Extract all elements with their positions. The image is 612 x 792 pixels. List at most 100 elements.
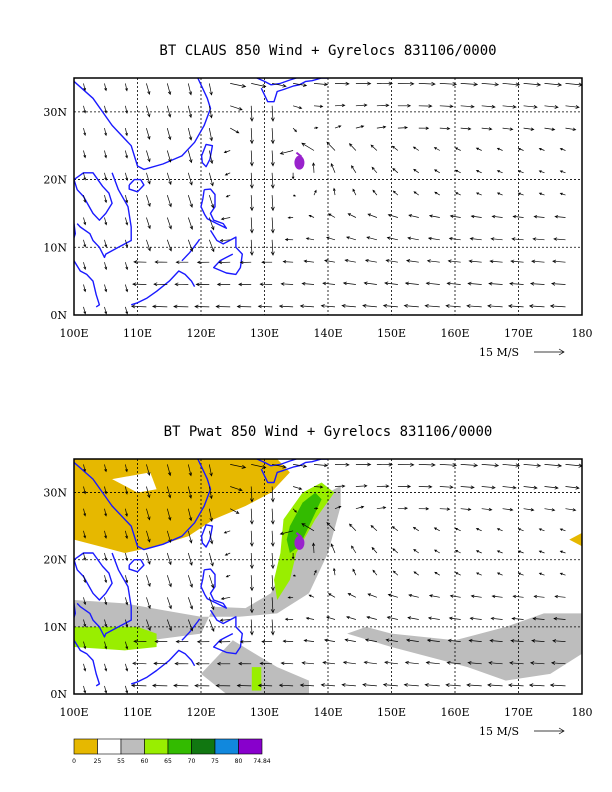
bottom-wind-vector [104,597,108,606]
pwat-gray-east [347,613,582,681]
bottom-wind-vector [397,484,412,489]
pwat-low-north [74,459,290,553]
bottom-plot-frame [73,458,583,695]
top-wind-vector [218,260,231,265]
top-wind-vector [475,147,482,151]
top-wind-vector [397,103,412,108]
top-wind-vector [272,83,287,88]
colorbar-level-label: 74.84 [253,758,270,765]
bottom-wind-vector [397,462,415,467]
top-wind-vector [83,217,87,226]
top-wind-vector [187,83,193,96]
top-coastline-1 [76,172,132,259]
colorbar-swatch [191,738,216,755]
bottom-wind-vector [327,593,336,598]
bottom-wind-vector [549,683,566,688]
top-wind-vector [83,172,87,181]
top-wind-vector [291,172,295,180]
bottom-wind-vector [408,594,419,598]
top-gyre-marker [294,155,305,170]
top-wind-vector [341,303,356,308]
bottom-wind-vector [412,526,419,532]
bottom-wind-vector [220,596,231,601]
bottom-wind-vector [532,616,545,621]
top-wind-vector [448,236,461,241]
pwat-low-dateline [569,532,582,547]
bottom-wind-vector [490,616,503,621]
bottom-wind-vector [507,683,524,688]
bottom-wind-vector [455,572,461,576]
top-wind-vector [249,150,254,167]
colorbar-level-label: 55 [117,758,125,765]
bottom-wind-vector [371,546,378,554]
bottom-wind-vector [366,615,377,620]
top-wind-vector [553,237,566,241]
top-wind-vector [460,82,479,87]
top-coastline-7 [181,238,201,262]
top-wind-vector [83,83,87,92]
top-wind-vector [324,259,336,263]
top-wind-vector [208,83,213,96]
top-wind-vector [460,104,475,109]
bottom-xtick-label: 170E [504,706,533,719]
top-wind-vector [342,281,356,286]
top-wind-vector [249,239,254,256]
top-wind-vector [446,281,461,286]
top-wind-vector [194,304,210,309]
bottom-wind-vector [270,530,275,547]
top-wind-vector [544,127,556,131]
bottom-wind-vector [370,524,378,532]
top-wind-vector [278,304,294,309]
bottom-ytick-label: 30N [43,487,67,500]
top-wind-vector [434,169,440,174]
bottom-reference-vector-arrow [534,727,565,735]
top-wind-vector [261,260,273,264]
bottom-wind-vector [133,639,147,644]
bottom-wind-vector [146,508,151,521]
bottom-wind-vector [517,528,524,532]
bottom-xtick-label: 150E [377,706,406,719]
bottom-wind-vector [538,528,545,532]
bottom-wind-vector [446,660,461,665]
top-xtick-label: 160E [440,327,469,340]
bottom-wind-vector [104,619,108,628]
bottom-wind-vector [538,550,545,554]
top-wind-vector [83,239,87,248]
bottom-wind-vector [392,570,399,576]
bottom-wind-vector [257,683,273,688]
top-wind-vector [552,259,566,264]
top-wind-vector [454,147,461,151]
bottom-wind-vector [187,508,193,522]
bottom-wind-vector [559,572,566,576]
bottom-wind-vector [376,462,394,467]
bottom-wind-vector [104,530,108,539]
top-wind-vector [550,281,566,286]
top-wind-vector [166,194,172,208]
top-coastline-5 [200,143,214,168]
top-wind-vector [125,284,129,293]
bottom-wind-vector [347,593,357,598]
colorbar-swatch [144,738,169,755]
top-wind-vector [347,213,357,218]
top-wind-vector [382,303,398,308]
bottom-wind-vector [146,486,151,499]
top-wind-vector [104,172,108,181]
top-wind-vector [529,281,545,286]
bottom-wind-vector [407,616,419,620]
bottom-coastline-3 [74,552,113,601]
bottom-wind-vector [326,616,336,620]
top-wind-vector [533,215,545,219]
top-wind-vector [166,128,172,141]
top-wind-vector [187,172,193,186]
bottom-wind-vector [270,486,275,503]
bottom-wind-vector [208,464,213,477]
top-wind-vector [449,214,461,218]
pwat-white-north [112,472,157,493]
colorbar-swatch [167,738,192,755]
bottom-wind-vector [125,508,128,517]
top-wind-vector [305,237,315,241]
top-wind-vector [208,217,215,231]
top-ytick-label: 10N [43,241,67,254]
top-wind-vector [445,304,461,308]
panel-top-claus: BT CLAUS 850 Wind + Gyrelocs 831106/0000… [43,43,592,359]
